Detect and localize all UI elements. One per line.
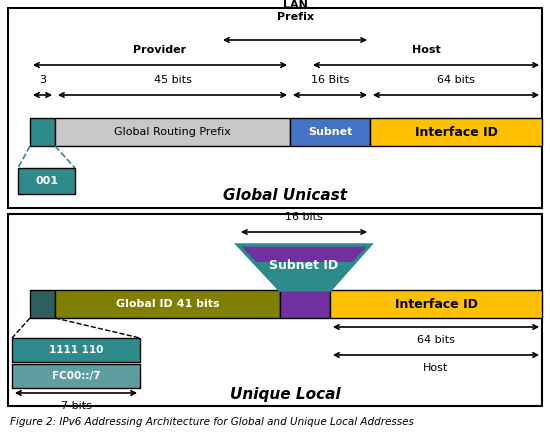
Text: 16 bits: 16 bits: [285, 212, 323, 222]
Bar: [8, 214, 542, 406]
Text: Interface ID: Interface ID: [394, 297, 477, 310]
Text: 001: 001: [35, 176, 58, 186]
Text: Host: Host: [424, 363, 449, 373]
Bar: [290, 118, 370, 146]
Bar: [12, 338, 140, 362]
Bar: [18, 168, 75, 194]
Text: Interface ID: Interface ID: [415, 126, 497, 139]
Polygon shape: [252, 262, 356, 290]
Bar: [30, 290, 55, 318]
Bar: [12, 364, 140, 388]
Text: Global Unicast: Global Unicast: [223, 187, 347, 202]
Text: Provider: Provider: [134, 45, 186, 55]
Text: Unique Local: Unique Local: [230, 386, 340, 402]
Bar: [280, 290, 330, 318]
Text: 45 bits: 45 bits: [153, 75, 191, 85]
Text: Figure 2: IPv6 Addressing Architecture for Global and Unique Local Addresses: Figure 2: IPv6 Addressing Architecture f…: [10, 417, 414, 427]
Text: Subnet: Subnet: [308, 127, 352, 137]
Bar: [370, 118, 542, 146]
Bar: [8, 8, 542, 208]
Bar: [55, 290, 280, 318]
Bar: [30, 118, 55, 146]
Text: Global ID 41 bits: Global ID 41 bits: [116, 299, 219, 309]
Text: Host: Host: [411, 45, 441, 55]
Text: 16 Bits: 16 Bits: [311, 75, 349, 85]
Bar: [55, 118, 290, 146]
Polygon shape: [238, 245, 370, 290]
Bar: [330, 290, 542, 318]
Text: 64 bits: 64 bits: [417, 335, 455, 345]
Text: Global Routing Prefix: Global Routing Prefix: [114, 127, 231, 137]
Text: 1111 110: 1111 110: [49, 345, 103, 355]
Text: 3: 3: [39, 75, 46, 85]
Text: 7 bits: 7 bits: [60, 401, 91, 411]
Text: 64 bits: 64 bits: [437, 75, 475, 85]
Text: LAN
Prefix: LAN Prefix: [277, 0, 313, 22]
Text: Subnet ID: Subnet ID: [270, 259, 339, 272]
Text: FC00::/7: FC00::/7: [52, 371, 100, 381]
